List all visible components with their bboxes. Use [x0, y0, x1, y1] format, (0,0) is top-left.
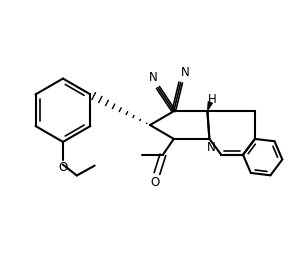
Text: O: O [58, 161, 68, 174]
Text: H: H [208, 93, 217, 106]
Polygon shape [207, 102, 213, 111]
Text: N: N [181, 66, 190, 79]
Text: N: N [149, 71, 157, 84]
Text: O: O [150, 176, 160, 189]
Text: N: N [207, 141, 216, 154]
